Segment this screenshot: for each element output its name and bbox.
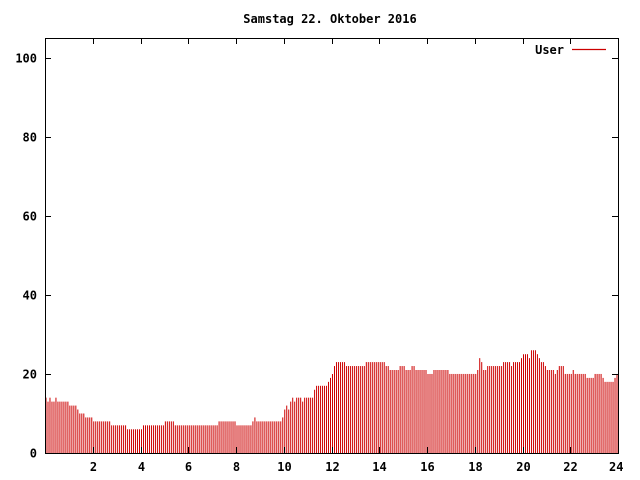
- x-tick-label: 14: [372, 460, 386, 474]
- legend-label: User: [535, 43, 564, 57]
- y-tick-label: 20: [23, 368, 37, 382]
- y-tick-label: 100: [15, 52, 37, 66]
- x-tick-label: 20: [516, 460, 530, 474]
- x-tick-label: 22: [563, 460, 577, 474]
- x-tick-label: 18: [468, 460, 482, 474]
- y-tick-label: 60: [23, 210, 37, 224]
- x-tick-label: 12: [325, 460, 339, 474]
- y-tick-label: 80: [23, 131, 37, 145]
- bars-layer: [45, 350, 618, 453]
- x-tick-label: 16: [420, 460, 434, 474]
- x-tick-label: 4: [138, 460, 145, 474]
- x-tick-label: 2: [90, 460, 97, 474]
- x-tick-label: 8: [233, 460, 240, 474]
- legend: User: [535, 43, 606, 57]
- x-tick-label: 10: [277, 460, 291, 474]
- y-tick-label: 0: [30, 447, 37, 461]
- x-tick-label: 6: [185, 460, 192, 474]
- y-tick-label: 40: [23, 289, 37, 303]
- x-tick-label: 24: [609, 460, 623, 474]
- chart-title: Samstag 22. Oktober 2016: [243, 12, 416, 26]
